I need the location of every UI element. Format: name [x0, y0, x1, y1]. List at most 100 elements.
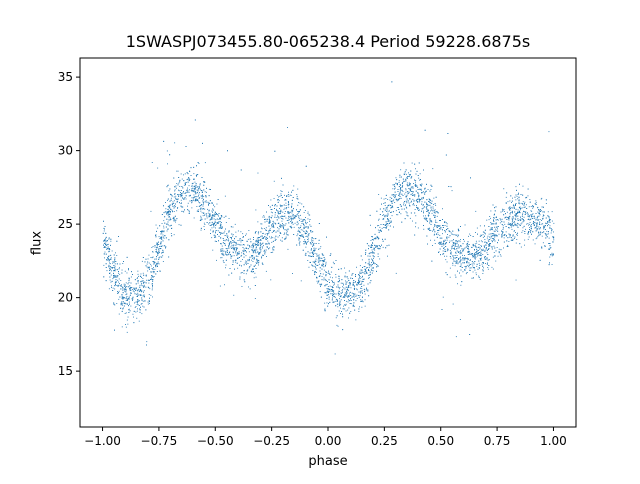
- data-point: [208, 201, 210, 203]
- data-point: [458, 230, 460, 231]
- data-point: [321, 276, 323, 277]
- data-point: [116, 255, 118, 256]
- data-point: [237, 267, 239, 269]
- data-point: [158, 249, 160, 251]
- data-point: [240, 241, 242, 243]
- data-point: [291, 210, 293, 211]
- data-point: [299, 232, 301, 234]
- data-point: [546, 233, 548, 235]
- data-point: [520, 209, 521, 211]
- data-point: [366, 243, 368, 245]
- data-point: [221, 253, 222, 255]
- data-point: [295, 215, 296, 217]
- data-point: [308, 238, 309, 240]
- data-point: [543, 231, 545, 233]
- data-point: [252, 257, 253, 259]
- data-point: [215, 225, 216, 226]
- data-point: [518, 203, 520, 205]
- data-point: [545, 217, 547, 219]
- data-point: [122, 301, 124, 303]
- data-point: [298, 237, 300, 239]
- data-point: [522, 227, 524, 229]
- data-point: [503, 234, 505, 236]
- data-point: [531, 218, 533, 219]
- data-point: [204, 229, 205, 230]
- data-point: [239, 244, 241, 246]
- data-point: [397, 214, 399, 216]
- data-point: [177, 207, 178, 209]
- data-point: [170, 233, 172, 234]
- data-point: [151, 162, 153, 163]
- data-point: [333, 293, 334, 295]
- data-point: [503, 237, 505, 239]
- data-point: [244, 270, 245, 272]
- data-point: [341, 290, 343, 291]
- data-point: [517, 209, 519, 211]
- data-point: [260, 249, 262, 250]
- data-point: [122, 307, 124, 309]
- data-point: [372, 270, 374, 272]
- data-point: [454, 260, 456, 262]
- data-point: [427, 210, 429, 212]
- data-point: [492, 268, 494, 270]
- data-point: [339, 304, 341, 306]
- data-point: [335, 293, 337, 295]
- data-point: [392, 205, 393, 207]
- data-point: [463, 257, 465, 259]
- data-point: [116, 285, 118, 286]
- data-point: [542, 242, 544, 244]
- data-point: [319, 259, 321, 261]
- data-point: [279, 224, 281, 226]
- data-point: [440, 227, 442, 229]
- data-point: [153, 271, 155, 273]
- data-point: [303, 212, 305, 213]
- data-point: [444, 251, 446, 252]
- data-point: [364, 293, 366, 295]
- data-point: [549, 256, 551, 258]
- data-point: [242, 247, 244, 248]
- data-point: [189, 189, 190, 191]
- data-point: [319, 284, 321, 286]
- data-point: [548, 217, 550, 219]
- data-point: [510, 212, 512, 213]
- data-point: [200, 204, 202, 206]
- data-point: [146, 266, 148, 268]
- data-point: [481, 257, 482, 259]
- data-point: [477, 255, 478, 257]
- data-point: [506, 216, 508, 218]
- data-point: [528, 206, 530, 208]
- data-point: [327, 289, 329, 291]
- data-point: [124, 303, 126, 305]
- data-point: [534, 217, 536, 219]
- data-point: [109, 270, 111, 271]
- data-point: [158, 236, 160, 238]
- data-point: [297, 213, 299, 214]
- data-point: [324, 258, 326, 260]
- data-point: [202, 205, 204, 207]
- data-point: [166, 213, 167, 215]
- data-point: [288, 212, 290, 214]
- data-point: [316, 272, 317, 273]
- data-point: [168, 214, 170, 216]
- data-point: [359, 295, 361, 297]
- data-point: [483, 262, 484, 264]
- data-point: [353, 302, 355, 304]
- data-point: [145, 309, 147, 311]
- data-point: [187, 205, 188, 207]
- data-point: [155, 273, 157, 275]
- data-point: [222, 252, 224, 254]
- data-point: [313, 244, 315, 246]
- data-point: [368, 267, 370, 269]
- data-point: [390, 221, 392, 223]
- data-point: [240, 231, 242, 233]
- data-point: [170, 199, 172, 201]
- data-point: [300, 218, 302, 220]
- data-point: [553, 222, 555, 224]
- data-point: [459, 266, 461, 267]
- data-point: [310, 230, 311, 232]
- data-point: [349, 284, 351, 286]
- data-point: [375, 245, 377, 247]
- data-point: [486, 252, 488, 254]
- data-point: [136, 293, 137, 295]
- data-point: [181, 178, 183, 180]
